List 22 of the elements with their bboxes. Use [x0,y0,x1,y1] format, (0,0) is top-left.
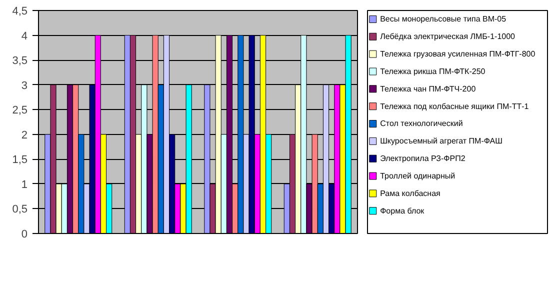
y-tick-label: 4 [21,30,28,42]
y-tick-label: 2 [21,129,28,142]
legend-label: Шкуросъемный агрегат ПМ-ФАШ [380,136,502,146]
y-tick-label: 0,5 [12,204,28,216]
legend-label: Рама колбасная [380,188,440,198]
legend-label: Весы монорельсовые типа ВМ-05 [380,14,507,24]
y-tick-label: 3 [21,80,28,92]
legend-label: Электропила РЗ-ФРП2 [380,154,466,164]
y-tick-label: 4,5 [12,6,28,18]
legend-label: Форма блок [380,206,425,216]
legend-label: Тележка рикша ПМ-ФТК-250 [380,66,486,76]
y-tick-label: 2,5 [12,104,28,117]
legend-label: Тележка чан ПМ-ФТЧ-200 [380,84,476,94]
legend-label: Стол технологический [380,119,463,128]
legend-label: Троллей одинарный [380,172,456,181]
y-tick-label: 1 [21,178,28,191]
legend-label: Тележка под колбасные ящики ПМ-ТТ-1 [380,102,530,111]
y-tick-label: 3,5 [12,55,28,68]
legend-label: Тележка грузовая усиленная ПМ-ФТГ-800 [380,50,536,59]
legend-label: Лебёдка электрическая ЛМБ-1-1000 [380,32,516,42]
y-tick-label: 1,5 [12,154,28,166]
y-tick-label: 0 [21,228,28,240]
